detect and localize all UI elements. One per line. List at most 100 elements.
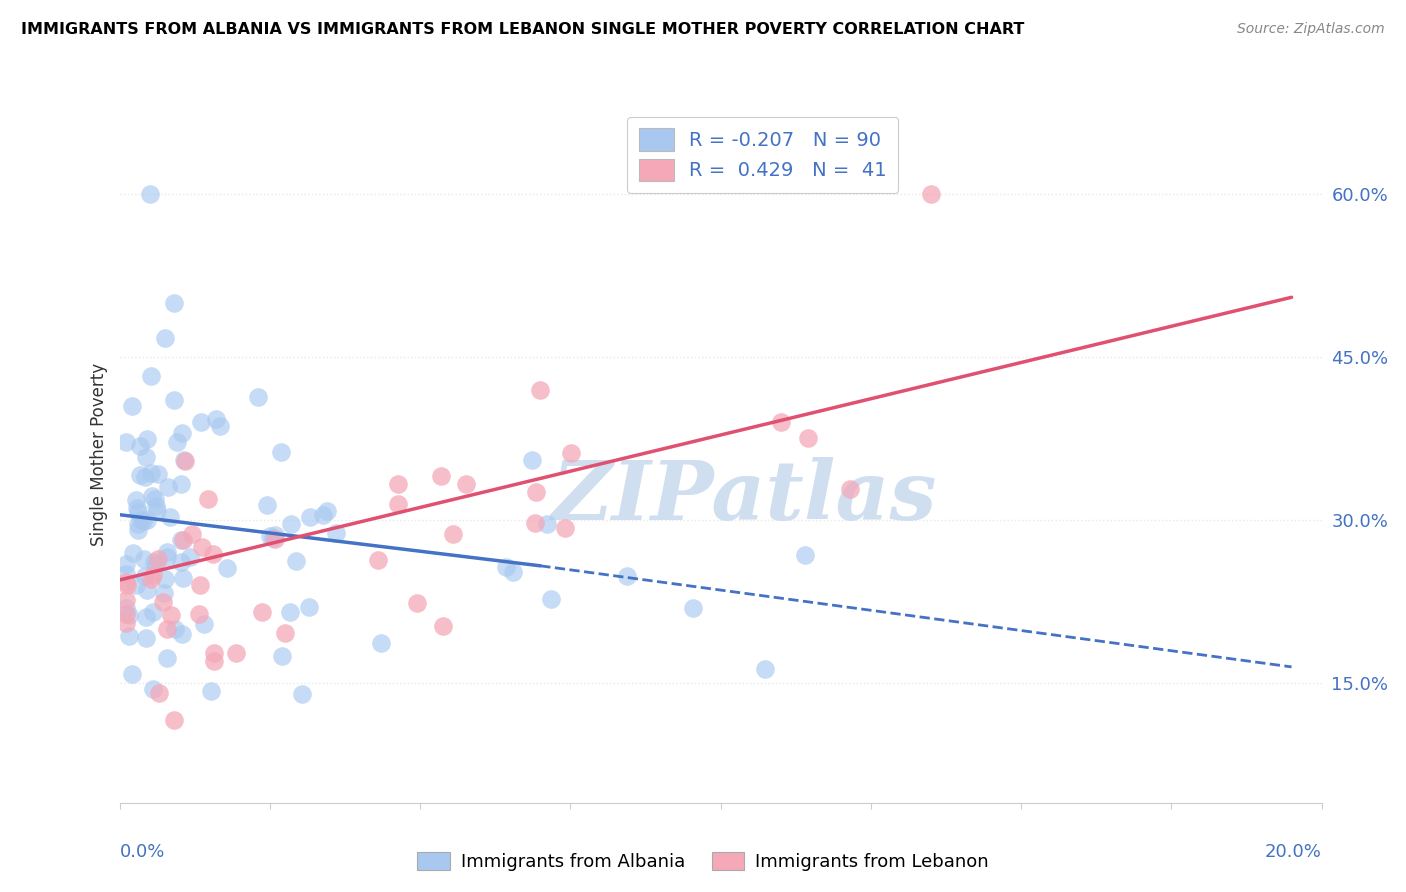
Point — [128, 468, 150, 483]
Point — [202, 654, 225, 668]
Point — [560, 445, 582, 459]
Point — [136, 513, 159, 527]
Point — [616, 569, 638, 583]
Point — [201, 547, 224, 561]
Point — [172, 571, 194, 585]
Point — [202, 646, 225, 660]
Point — [118, 629, 141, 643]
Point — [114, 575, 136, 590]
Point — [141, 572, 163, 586]
Point — [145, 499, 167, 513]
Point — [262, 531, 284, 545]
Point — [135, 450, 157, 464]
Point — [263, 528, 285, 542]
Point — [170, 476, 193, 491]
Point — [145, 557, 167, 571]
Point — [146, 467, 169, 481]
Point — [142, 681, 165, 696]
Point — [163, 392, 186, 407]
Point — [153, 572, 176, 586]
Point — [139, 368, 162, 383]
Point — [138, 187, 160, 202]
Point — [127, 505, 149, 519]
Point — [430, 468, 453, 483]
Point — [159, 608, 181, 623]
Text: IMMIGRANTS FROM ALBANIA VS IMMIGRANTS FROM LEBANON SINGLE MOTHER POVERTY CORRELA: IMMIGRANTS FROM ALBANIA VS IMMIGRANTS FR… — [21, 22, 1025, 37]
Point — [148, 686, 170, 700]
Point — [169, 555, 191, 569]
Point — [162, 295, 184, 310]
Point — [127, 524, 149, 538]
Text: ZIPatlas: ZIPatlas — [553, 457, 938, 537]
Point — [135, 609, 157, 624]
Point — [259, 529, 281, 543]
Point — [134, 568, 156, 582]
Point — [200, 684, 222, 698]
Point — [159, 510, 181, 524]
Point — [315, 504, 337, 518]
Point — [132, 552, 155, 566]
Point — [839, 482, 862, 496]
Point — [118, 607, 141, 622]
Point — [115, 615, 138, 630]
Point — [256, 498, 278, 512]
Point — [190, 415, 212, 429]
Point — [536, 516, 558, 531]
Point — [432, 618, 454, 632]
Point — [682, 601, 704, 615]
Text: 0.0%: 0.0% — [120, 843, 165, 861]
Point — [135, 632, 157, 646]
Point — [754, 662, 776, 676]
Point — [114, 607, 136, 622]
Point — [197, 491, 219, 506]
Point — [280, 605, 302, 619]
Point — [793, 548, 815, 562]
Point — [180, 527, 202, 541]
Point — [247, 390, 270, 404]
Legend: Immigrants from Albania, Immigrants from Lebanon: Immigrants from Albania, Immigrants from… — [411, 845, 995, 879]
Point — [172, 627, 194, 641]
Point — [121, 667, 143, 681]
Legend: R = -0.207   N = 90, R =  0.429   N =  41: R = -0.207 N = 90, R = 0.429 N = 41 — [627, 117, 898, 193]
Point — [114, 566, 136, 581]
Point — [170, 425, 193, 440]
Point — [523, 516, 546, 531]
Point — [146, 552, 169, 566]
Point — [540, 591, 562, 606]
Point — [128, 439, 150, 453]
Point — [135, 582, 157, 597]
Point — [152, 595, 174, 609]
Point — [132, 514, 155, 528]
Point — [122, 546, 145, 560]
Point — [406, 597, 429, 611]
Point — [172, 533, 194, 547]
Point — [166, 434, 188, 449]
Point — [193, 616, 215, 631]
Point — [217, 561, 239, 575]
Point — [298, 600, 321, 615]
Point — [179, 549, 201, 564]
Point — [125, 578, 148, 592]
Point — [163, 623, 186, 637]
Point — [127, 516, 149, 531]
Point — [135, 433, 157, 447]
Point — [121, 399, 143, 413]
Point — [520, 452, 543, 467]
Point — [155, 550, 177, 565]
Point — [270, 445, 292, 459]
Point — [264, 532, 287, 546]
Point — [141, 466, 163, 480]
Point — [284, 554, 307, 568]
Point — [312, 508, 335, 522]
Text: Source: ZipAtlas.com: Source: ZipAtlas.com — [1237, 22, 1385, 37]
Point — [114, 600, 136, 615]
Point — [190, 541, 212, 555]
Point — [129, 513, 152, 527]
Point — [143, 491, 166, 506]
Point — [441, 527, 464, 541]
Point — [153, 586, 176, 600]
Point — [134, 470, 156, 484]
Point — [387, 477, 409, 491]
Point — [524, 485, 547, 500]
Point — [205, 412, 228, 426]
